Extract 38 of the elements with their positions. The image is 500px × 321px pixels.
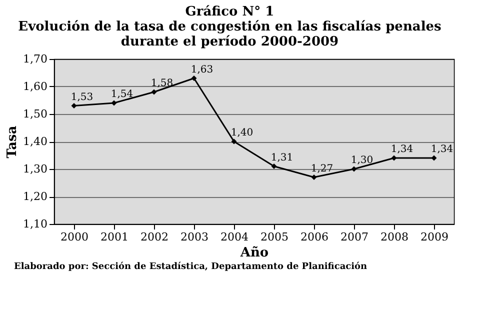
x-axis-title: Año	[239, 246, 269, 260]
text: Elaborado por: Sección de Estadística, Departamento de Planificación	[14, 261, 368, 272]
data-label: 1,58	[150, 78, 174, 89]
point	[111, 100, 117, 106]
x-tick-label: 2001	[100, 230, 128, 244]
data-label: 1,53	[70, 92, 94, 103]
x-tick-label: 2000	[60, 230, 88, 244]
y-tick-label: 1,20	[23, 190, 48, 203]
x-tick-label: 2005	[260, 230, 288, 244]
point	[351, 166, 357, 172]
data-label: 1,27	[310, 163, 334, 174]
chart-subtitle: Evolución de la tasa de congestión en las fiscalías penales durante el período 2000-2009	[18, 20, 442, 50]
point	[431, 155, 437, 161]
x-tick-label: 2006	[300, 230, 328, 244]
data-label: 1,34	[390, 144, 414, 155]
data-label: 1,34	[430, 144, 454, 155]
data-label: 1,31	[270, 152, 294, 164]
data-label: 1,54	[110, 89, 134, 100]
y-tick-label: 1,60	[23, 80, 48, 93]
x-tick-label: 2004	[220, 230, 248, 244]
point	[151, 89, 157, 95]
x-tick-label: 2003	[180, 230, 208, 244]
x-tick-label: 2009	[420, 230, 448, 244]
y-tick-label: 1,70	[23, 52, 48, 66]
y-tick-label: 1,30	[23, 162, 48, 176]
data-label: 1,30	[350, 155, 374, 166]
y-tick-label: 1,10	[23, 218, 48, 230]
x-tick-label: 2008	[380, 230, 408, 244]
y-axis-title: Tasa	[5, 125, 20, 158]
x-tick-label: 2007	[340, 230, 368, 244]
data-label: 1,63	[190, 64, 214, 76]
point	[231, 138, 237, 144]
y-tick-label: 1,50	[23, 108, 48, 120]
chart-title: Gráfico N° 1	[185, 4, 274, 20]
x-tick-label: 2002	[140, 230, 168, 244]
data-label: 1,40	[230, 128, 254, 138]
point	[391, 155, 397, 161]
y-tick-label: 1,40	[23, 135, 48, 148]
